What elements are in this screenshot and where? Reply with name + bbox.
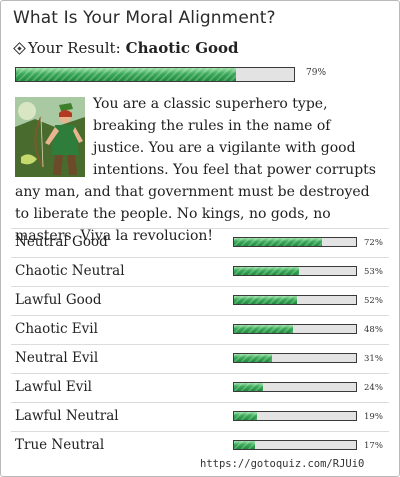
result-row-bar: [233, 411, 357, 421]
result-description: You are a classic superhero type, breaki…: [15, 96, 376, 244]
result-row: Chaotic Evil 48%: [11, 315, 389, 344]
result-row-bar: [233, 295, 357, 305]
result-row-bar-fill: [234, 354, 272, 362]
result-row-label: Chaotic Neutral: [15, 263, 125, 279]
result-progress-bar: [15, 67, 295, 82]
result-row-percent: 31%: [364, 354, 383, 364]
result-percent: 79%: [306, 68, 327, 78]
result-row-label: Neutral Evil: [15, 350, 99, 366]
result-row-bar: [233, 382, 357, 392]
result-row-bar-fill: [234, 383, 264, 391]
result-row-bar: [233, 237, 357, 247]
result-row-bar-fill: [234, 267, 299, 275]
diamond-bullet-icon: [13, 41, 26, 55]
result-row-bar: [233, 440, 357, 450]
result-row-bar: [233, 266, 357, 276]
result-prefix: Your Result:: [28, 39, 121, 57]
result-row-bar-fill: [234, 325, 293, 333]
result-row: Neutral Evil 31%: [11, 344, 389, 373]
result-row-bar: [233, 324, 357, 334]
result-row: Lawful Neutral 19%: [11, 402, 389, 431]
result-row-bar: [233, 353, 357, 363]
result-row-label: Chaotic Evil: [15, 321, 98, 337]
other-results-list: Neutral Good 72% Chaotic Neutral 53% Lawful …: [11, 228, 389, 460]
result-row: Lawful Evil 24%: [11, 373, 389, 402]
quiz-url[interactable]: https://gotoquiz.com/RJUi0: [200, 458, 365, 470]
result-row-percent: 52%: [364, 296, 383, 306]
result-row-bar-fill: [234, 296, 298, 304]
result-row-percent: 19%: [364, 412, 383, 422]
result-row-label: Lawful Good: [15, 292, 102, 308]
result-row-label: Lawful Evil: [15, 379, 92, 395]
result-row: Chaotic Neutral 53%: [11, 257, 389, 286]
result-row-label: Neutral Good: [15, 234, 108, 250]
result-row-label: Lawful Neutral: [15, 408, 119, 424]
result-row-label: True Neutral: [15, 437, 105, 453]
result-progress-fill: [16, 68, 236, 81]
quiz-title: What Is Your Moral Alignment?: [13, 8, 276, 28]
result-row-bar-fill: [234, 238, 322, 246]
result-row-bar-fill: [234, 412, 258, 420]
result-row-percent: 53%: [364, 267, 383, 277]
result-row: Lawful Good 52%: [11, 286, 389, 315]
result-name: Chaotic Good: [125, 39, 239, 57]
result-row: Neutral Good 72%: [11, 228, 389, 257]
result-row-percent: 17%: [364, 441, 383, 451]
result-row-percent: 24%: [364, 383, 383, 393]
result-line: Your Result: Chaotic Good: [13, 39, 239, 57]
character-portrait: [15, 97, 85, 177]
result-row-percent: 72%: [364, 238, 383, 248]
result-row: True Neutral 17%: [11, 431, 389, 460]
result-row-percent: 48%: [364, 325, 383, 335]
result-row-bar-fill: [234, 441, 255, 449]
